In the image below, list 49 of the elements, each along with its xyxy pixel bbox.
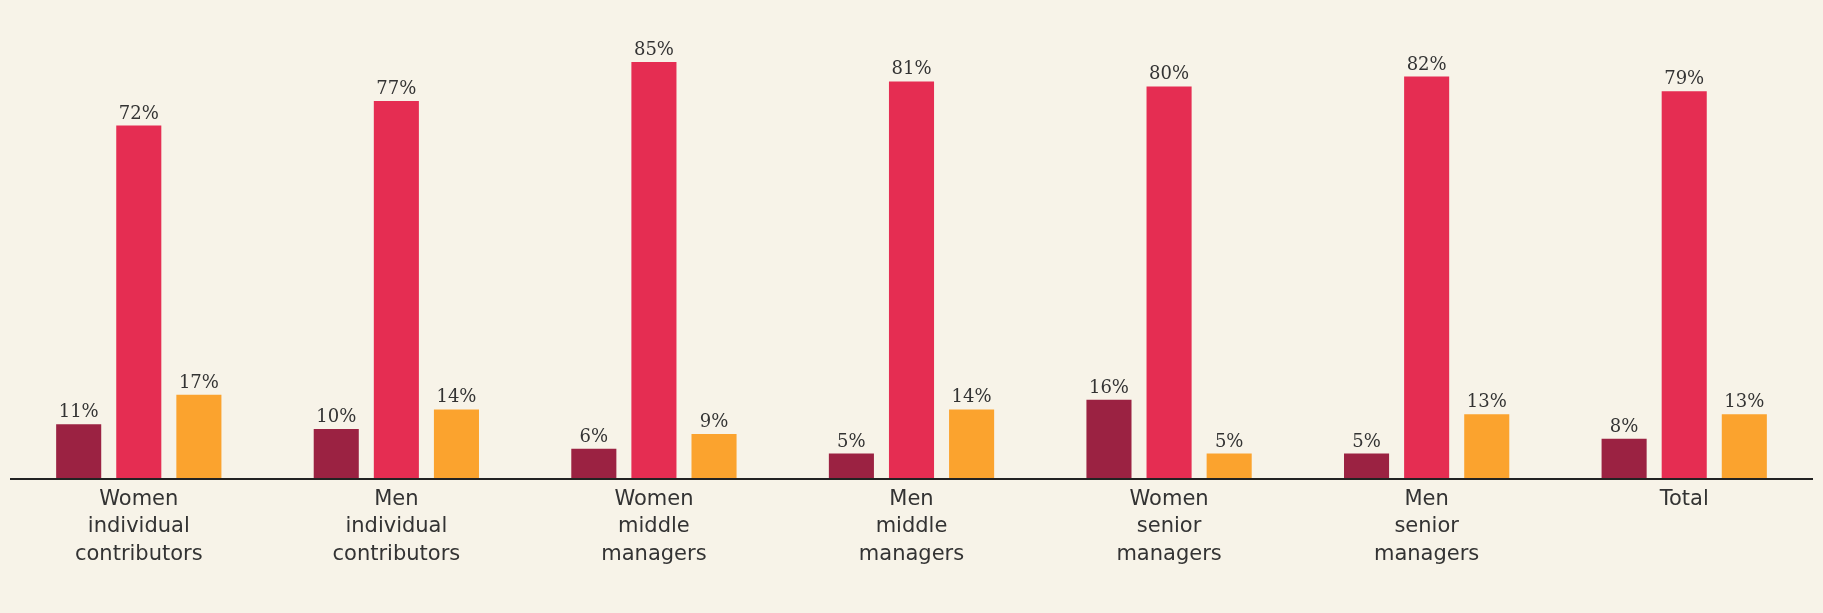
data-label: 79%: [1664, 67, 1705, 89]
x-tick-label: Women individual contributors: [74, 485, 203, 565]
bar: [1146, 86, 1192, 478]
data-label: 5%: [1214, 429, 1244, 451]
bar: [1206, 453, 1252, 478]
bar: [1601, 438, 1647, 478]
bar: [433, 409, 479, 478]
bar: [1344, 453, 1390, 478]
data-label: 11%: [58, 400, 99, 422]
bar: [1661, 91, 1707, 478]
data-label: 14%: [951, 385, 992, 407]
bar: [828, 453, 874, 478]
data-label: 13%: [1466, 390, 1507, 412]
bar: [176, 394, 222, 478]
data-label: 10%: [316, 405, 357, 427]
data-label: 82%: [1406, 52, 1447, 74]
bar: [1464, 414, 1510, 478]
data-label: 72%: [118, 101, 159, 123]
bar: [691, 433, 737, 478]
data-label: 13%: [1724, 390, 1765, 412]
x-tick-label: Men middle managers: [858, 485, 965, 565]
data-label: 85%: [633, 37, 674, 59]
bar: [373, 101, 419, 478]
x-tick-label: Men senior managers: [1373, 485, 1480, 565]
bar: [1086, 399, 1132, 478]
data-label: 14%: [436, 385, 477, 407]
bar: [949, 409, 995, 478]
x-tick-label: Women senior managers: [1116, 485, 1222, 565]
bar: [1721, 414, 1767, 478]
bar: [571, 448, 617, 478]
x-tick-label: Total: [1658, 485, 1709, 510]
x-tick-label: Women middle managers: [601, 485, 707, 565]
data-label: 81%: [891, 57, 932, 79]
bar: [56, 424, 102, 478]
data-label: 8%: [1609, 414, 1639, 436]
bar: [116, 125, 162, 478]
bar: [888, 81, 935, 478]
data-label: 16%: [1088, 375, 1129, 397]
x-tick-label: Men individual contributors: [332, 485, 461, 565]
bar: [631, 61, 677, 478]
data-label: 17%: [178, 370, 219, 392]
data-label: 5%: [1352, 429, 1381, 451]
bar: [1404, 76, 1450, 478]
data-label: 9%: [699, 409, 729, 431]
data-label: 5%: [837, 429, 866, 451]
data-label: 6%: [579, 424, 609, 446]
bar: [313, 429, 359, 478]
data-label: 80%: [1149, 62, 1190, 84]
data-label: 77%: [376, 77, 417, 99]
